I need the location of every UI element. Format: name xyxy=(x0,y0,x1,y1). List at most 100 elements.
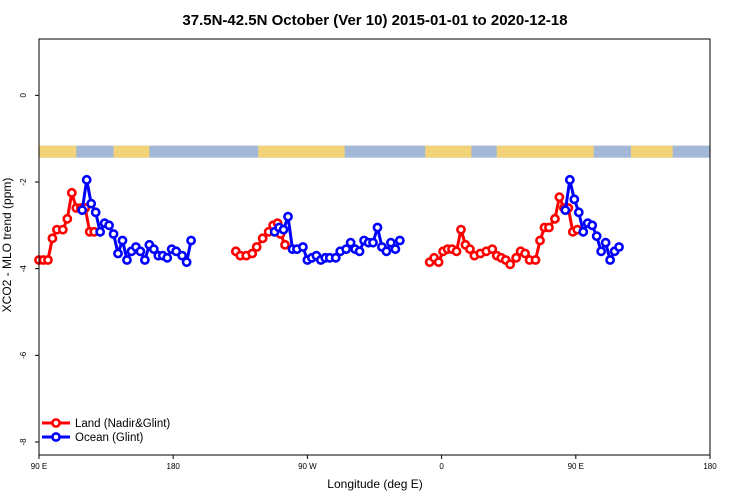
y-axis: 0 -2 -4 -6 -8 xyxy=(19,93,39,446)
land-segment xyxy=(39,145,77,158)
plot-frame xyxy=(38,38,711,456)
series-group xyxy=(34,187,583,270)
data-point xyxy=(251,242,262,252)
x-tick-label: 90 E xyxy=(31,462,47,471)
land-segment xyxy=(630,145,673,158)
data-point xyxy=(368,237,378,248)
y-tick-label: 0 xyxy=(19,93,28,98)
data-point xyxy=(587,220,598,231)
data-point xyxy=(505,259,516,270)
legend-item: Ocean (Glint) xyxy=(42,432,144,444)
data-point xyxy=(57,224,68,235)
data-point xyxy=(596,246,607,257)
chart-title: 37.5N-42.5N October (Ver 10) 2015-01-01 … xyxy=(182,12,567,29)
land-segment xyxy=(113,145,150,158)
data-point xyxy=(247,248,258,259)
data-point xyxy=(108,229,119,239)
land-segment xyxy=(425,145,472,158)
data-point xyxy=(62,213,73,224)
legend-item: Land (Nadir&Glint) xyxy=(42,418,170,430)
y-tick-label: -8 xyxy=(19,438,28,446)
x-axis-label: Longitude (deg E) xyxy=(327,477,422,491)
series-line xyxy=(563,178,621,262)
data-point xyxy=(605,255,615,265)
data-point xyxy=(330,252,341,263)
legend-label: Land (Nadir&Glint) xyxy=(75,418,170,430)
data-point xyxy=(47,233,58,244)
data-point xyxy=(90,207,101,218)
data-point xyxy=(117,235,128,246)
data-point xyxy=(354,246,365,257)
x-tick-label: 0 xyxy=(439,462,444,471)
data-point xyxy=(554,192,565,203)
x-tick-label: 90 W xyxy=(298,462,317,471)
data-point xyxy=(451,246,462,257)
legend-marker xyxy=(51,432,61,442)
data-point xyxy=(257,233,268,244)
data-point xyxy=(394,235,405,246)
data-point xyxy=(113,248,123,259)
data-point xyxy=(77,205,88,216)
land-segment xyxy=(496,145,594,158)
data-point xyxy=(148,244,159,255)
data-point xyxy=(278,224,289,235)
x-tick-label: 180 xyxy=(703,462,717,471)
series-layer xyxy=(34,174,624,270)
data-point xyxy=(433,257,444,268)
data-point xyxy=(487,244,498,255)
data-point xyxy=(386,237,396,248)
data-point xyxy=(341,244,352,255)
data-point xyxy=(535,235,545,246)
data-point xyxy=(550,213,560,224)
series-line xyxy=(39,191,95,262)
land-segment xyxy=(258,145,345,158)
data-point xyxy=(544,222,554,233)
data-point xyxy=(104,220,114,231)
data-point xyxy=(122,255,132,265)
data-point xyxy=(86,198,97,209)
data-point xyxy=(280,239,290,250)
x-tick-label: 90 E xyxy=(568,462,584,471)
data-point xyxy=(560,205,571,216)
legend-marker xyxy=(51,418,61,428)
data-point xyxy=(381,246,392,257)
data-point xyxy=(283,211,293,222)
data-point xyxy=(162,252,173,263)
data-point xyxy=(520,248,531,259)
data-point xyxy=(186,235,196,246)
data-point xyxy=(66,187,77,198)
data-point xyxy=(564,174,575,185)
data-point xyxy=(456,224,466,235)
data-point xyxy=(345,237,356,248)
x-tick-label: 180 xyxy=(167,462,181,471)
data-point xyxy=(372,222,383,233)
data-point xyxy=(569,194,580,205)
legend: Land (Nadir&Glint) Ocean (Glint) xyxy=(42,418,170,444)
data-point xyxy=(530,255,541,265)
data-point xyxy=(511,252,522,263)
data-point xyxy=(573,207,584,218)
legend-label: Ocean (Glint) xyxy=(75,432,144,444)
data-point xyxy=(298,242,308,252)
y-tick-label: -4 xyxy=(19,265,28,273)
data-point xyxy=(181,257,192,268)
y-tick-label: -6 xyxy=(19,351,28,359)
y-tick-label: -2 xyxy=(19,178,28,186)
data-point xyxy=(95,226,106,237)
data-point xyxy=(465,244,475,255)
x-axis: 90 E 180 90 W 0 90 E 180 xyxy=(31,455,717,471)
data-point xyxy=(600,237,611,248)
data-point xyxy=(177,250,188,261)
data-point xyxy=(135,246,146,257)
land-ocean-band xyxy=(39,145,710,158)
data-point xyxy=(81,174,92,185)
data-point xyxy=(43,255,53,265)
data-point xyxy=(578,226,589,237)
data-point xyxy=(139,255,150,265)
data-point xyxy=(614,242,624,252)
data-point xyxy=(591,231,602,242)
y-axis-label: XCO2 - MLO trend (ppm) xyxy=(0,178,14,313)
data-point xyxy=(390,244,401,255)
series-group xyxy=(77,174,624,268)
